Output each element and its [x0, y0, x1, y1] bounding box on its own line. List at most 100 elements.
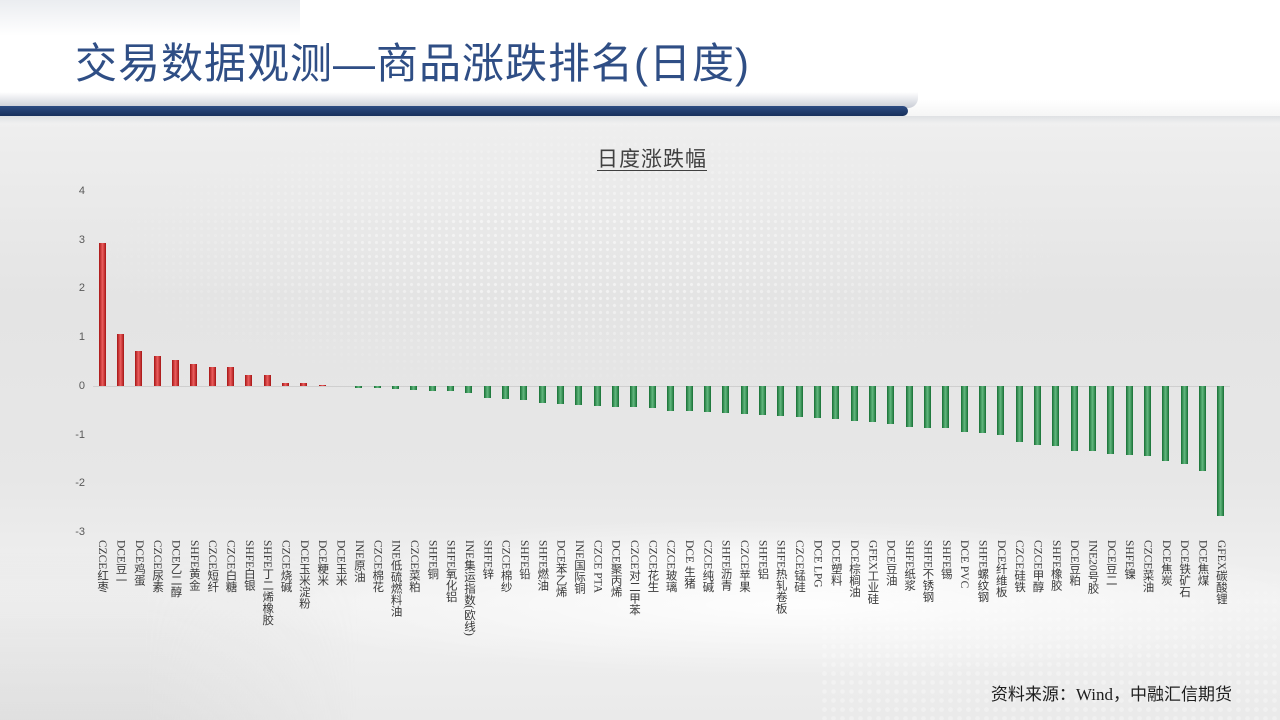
y-tick-label: 4 — [78, 185, 85, 197]
x-tick-label: DCE PVC — [958, 540, 971, 589]
x-tick-label: CZCE纯碱 — [701, 540, 714, 593]
bar-negative — [832, 385, 840, 419]
bar-negative — [703, 385, 711, 412]
x-tick-label: DCE乙二醇 — [169, 540, 182, 598]
bar-negative — [1015, 385, 1023, 442]
bar-positive — [263, 375, 271, 386]
x-tick-label: SHFE黄金 — [187, 540, 200, 592]
x-tick-label: INE国际铜 — [572, 540, 585, 594]
bar-negative — [557, 385, 565, 404]
x-tick-label: DCE棕榈油 — [848, 540, 861, 598]
x-tick-label: DCE苯乙烯 — [554, 540, 567, 598]
x-tick-label: CZCE花生 — [646, 540, 659, 593]
bar-negative — [392, 385, 400, 389]
bar-positive — [208, 366, 216, 386]
x-tick-label: GFEX工业硅 — [866, 540, 879, 605]
bar-negative — [1125, 385, 1133, 456]
bar-negative — [1143, 385, 1151, 456]
bar-negative — [502, 385, 510, 399]
x-tick-label: SHFE锡 — [939, 540, 952, 580]
bar-positive — [98, 242, 106, 386]
bar-positive — [318, 384, 326, 386]
source-note: 资料来源：Wind，中融汇信期货 — [990, 685, 1232, 704]
bar-negative — [447, 385, 455, 392]
bar-negative — [960, 385, 968, 433]
bar-negative — [483, 385, 491, 399]
bar-negative — [428, 385, 436, 391]
x-tick-label: CZCE短纤 — [206, 540, 219, 593]
header-shade-decoration — [0, 0, 300, 36]
x-tick-label: CZCE PTA — [591, 540, 604, 594]
y-tick-label: 1 — [78, 331, 85, 344]
bar-positive — [172, 360, 180, 386]
x-tick-label: DCE焦炭 — [1159, 540, 1172, 586]
x-tick-label: DCE豆一 — [114, 540, 127, 586]
bar-negative — [997, 385, 1005, 436]
bar-negative — [868, 385, 876, 422]
bar-negative — [538, 385, 546, 403]
x-tick-label: CZCE玻璃 — [664, 540, 677, 593]
bar-negative — [648, 385, 656, 409]
bar-negative — [942, 385, 950, 429]
header-band-shade — [0, 92, 918, 108]
x-tick-label: SHFE丁二烯橡胶 — [261, 540, 274, 626]
x-tick-label: INE低硫燃料油 — [389, 540, 402, 617]
bar-negative — [1217, 385, 1225, 516]
bar-positive — [282, 382, 290, 386]
x-tick-label: SHFE燃油 — [536, 540, 549, 592]
x-tick-label: DCE鸡蛋 — [132, 540, 145, 586]
x-tick-label: DCE粳米 — [316, 540, 329, 586]
x-tick-label: CZCE白糖 — [224, 540, 237, 593]
x-tick-label: SHFE镍 — [1123, 540, 1136, 580]
x-tick-label: DCE豆粕 — [1068, 540, 1081, 586]
y-tick-label: -2 — [75, 477, 85, 490]
bar-positive — [135, 351, 143, 386]
bar-negative — [612, 385, 620, 407]
bar-negative — [795, 385, 803, 417]
x-tick-label: CZCE硅铁 — [1013, 540, 1026, 593]
x-tick-label: DCE豆油 — [884, 540, 897, 586]
x-tick-label: DCE玉米 — [334, 540, 347, 586]
bar-negative — [887, 385, 895, 424]
x-tick-label: CZCE甲醇 — [1031, 540, 1044, 593]
bar-negative — [813, 385, 821, 418]
bar-negative — [722, 385, 730, 414]
bar-negative — [1198, 385, 1206, 471]
x-tick-label: DCE豆二 — [1104, 540, 1117, 586]
bar-negative — [593, 385, 601, 406]
bar-negative — [758, 385, 766, 416]
bar-negative — [1033, 385, 1041, 445]
x-tick-label: INE20号胶 — [1086, 540, 1099, 594]
x-tick-label: SHFE铝 — [756, 540, 769, 580]
bar-positive — [117, 334, 124, 386]
skyline-decoration — [0, 550, 360, 720]
x-tick-label: DCE聚丙烯 — [609, 540, 622, 598]
x-tick-label: SHFE沥青 — [719, 540, 732, 592]
bar-negative — [685, 385, 693, 412]
x-tick-label: SHFE螺纹钢 — [976, 540, 989, 603]
x-tick-label: CZCE棉纱 — [499, 540, 512, 593]
x-tick-label: CZCE尿素 — [151, 540, 164, 593]
bar-negative — [1107, 385, 1115, 455]
x-tick-label: SHFE橡胶 — [1049, 540, 1062, 592]
bar-negative — [1070, 385, 1078, 451]
y-tick-label: -1 — [75, 428, 85, 441]
x-tick-label: INE集运指数(欧线) — [462, 540, 475, 636]
x-tick-label: SHFE不锈钢 — [921, 540, 934, 603]
x-tick-label: CZCE锰硅 — [793, 540, 806, 593]
bar-positive — [227, 367, 235, 386]
x-tick-label: DCE塑料 — [829, 540, 842, 586]
bar-positive — [190, 363, 198, 386]
bar-negative — [630, 385, 638, 408]
x-axis-line — [93, 386, 1230, 387]
bar-positive — [300, 383, 308, 386]
bar-negative — [1088, 385, 1096, 452]
x-tick-label: DCE LPG — [811, 540, 824, 588]
bar-negative — [410, 385, 418, 390]
bar-negative — [740, 385, 748, 415]
world-map-dots-decoration — [100, 120, 1060, 390]
x-tick-label: CZCE对二甲苯 — [627, 540, 640, 616]
x-tick-label: CZCE棉花 — [371, 540, 384, 593]
